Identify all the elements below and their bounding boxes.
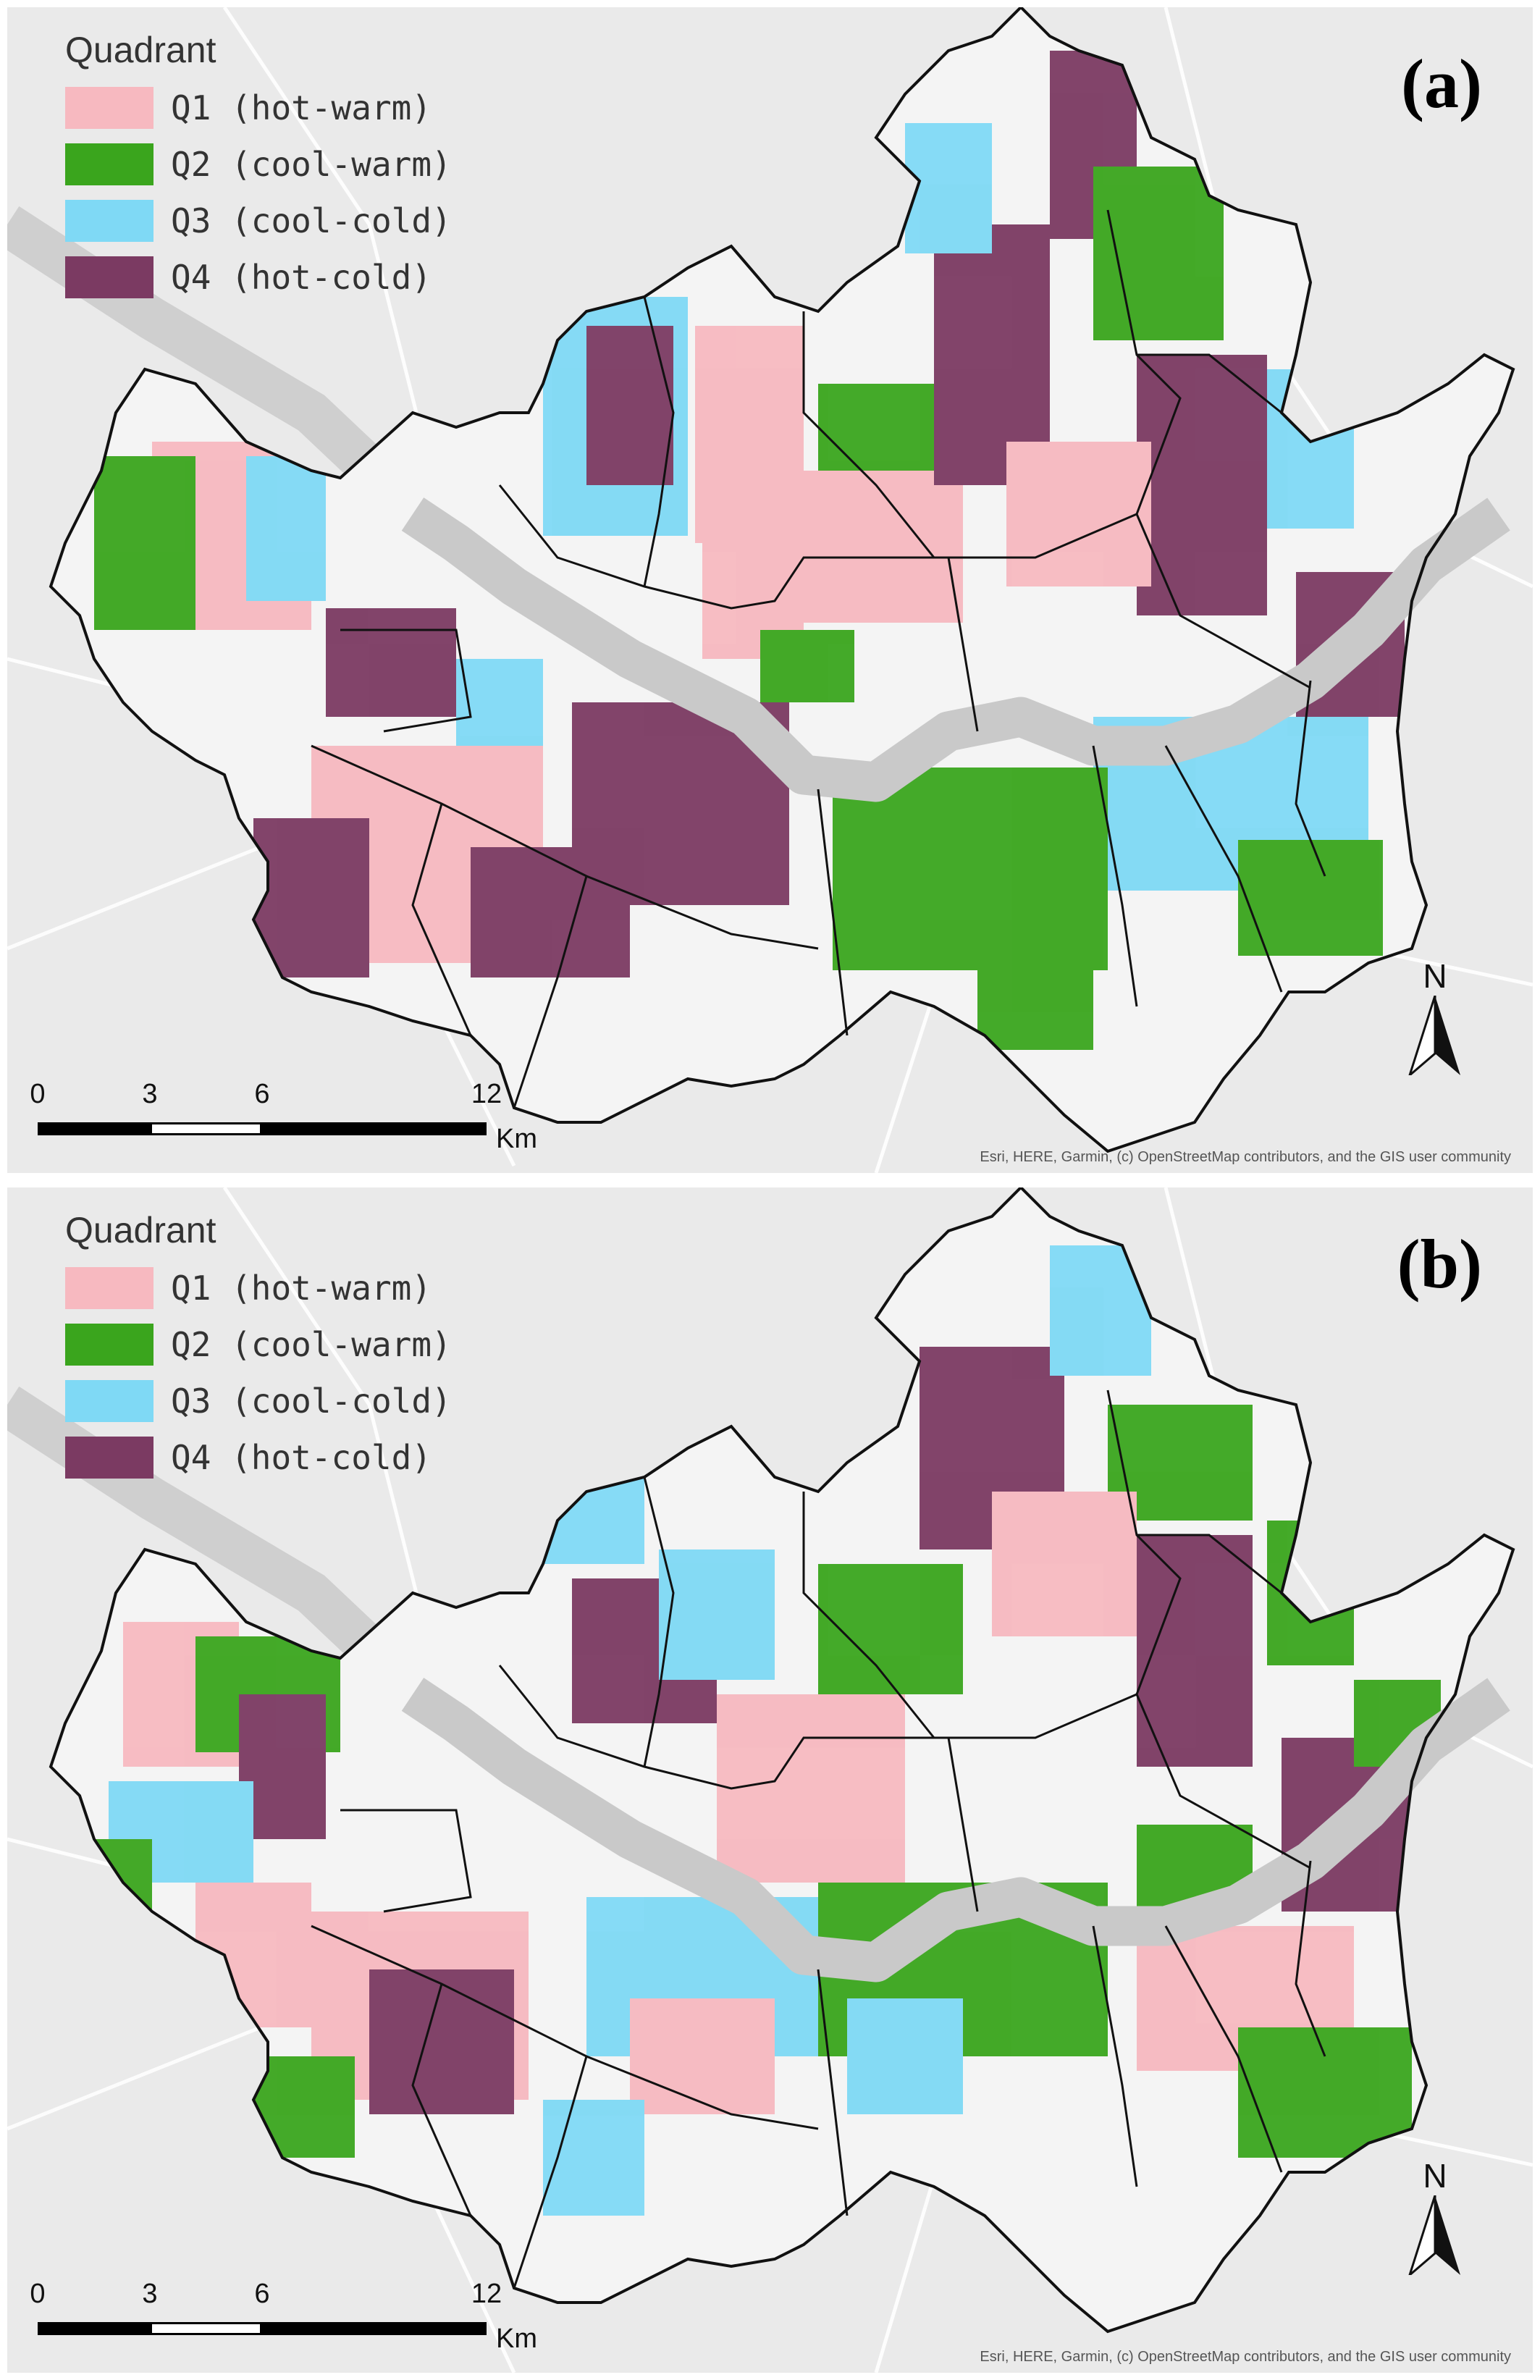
legend-label-q1: Q1 (hot-warm) <box>171 88 432 127</box>
legend-label-q3: Q3 (cool-cold) <box>171 1382 452 1421</box>
north-arrow-icon <box>1407 2195 1460 2279</box>
legend-item-q1: Q1 (hot-warm) <box>65 80 452 136</box>
legend-label-q4: Q4 (hot-cold) <box>171 1438 432 1477</box>
map-panel-b: Quadrant Q1 (hot-warm) Q2 (cool-warm) Q3… <box>7 1187 1533 2373</box>
scale-segment <box>38 1122 150 1135</box>
legend-label-q1: Q1 (hot-warm) <box>171 1269 432 1308</box>
q1-swatch <box>65 87 153 129</box>
scale-segment <box>150 2322 262 2335</box>
scale-tick-0: 0 <box>30 1079 46 1109</box>
district-boundaries-b <box>311 1389 1326 2289</box>
scale-tick-3: 3 <box>142 1079 158 1109</box>
north-letter: N <box>1423 2157 1447 2195</box>
han-river-a <box>401 497 1510 802</box>
q1-swatch <box>65 1267 153 1309</box>
north-arrow-b: N <box>1402 2156 1468 2279</box>
north-arrow-icon <box>1407 995 1460 1079</box>
district-boundaries-a <box>311 209 1326 1109</box>
legend-title: Quadrant <box>65 1210 216 1250</box>
q3-swatch <box>65 200 153 242</box>
scale-tick-0: 0 <box>30 2279 46 2309</box>
attribution-text[interactable]: Esri, HERE, Garmin, (c) OpenStreetMap co… <box>980 2349 1511 2365</box>
legend-item-q2: Q2 (cool-warm) <box>65 1316 452 1373</box>
legend-title: Quadrant <box>65 30 216 70</box>
scale-bar-b: 0 3 6 12 Km <box>29 2279 537 2358</box>
scale-unit: Km <box>496 2324 537 2354</box>
panel-label-a: (a) <box>1401 45 1482 122</box>
legend-item-q3: Q3 (cool-cold) <box>65 1373 452 1429</box>
attribution-text[interactable]: Esri, HERE, Garmin, (c) OpenStreetMap co… <box>980 1149 1511 1165</box>
map-canvas-a <box>7 7 1533 1173</box>
legend-item-q4: Q4 (hot-cold) <box>65 249 452 306</box>
scale-tick-6: 6 <box>254 1079 270 1109</box>
legend-label-q2: Q2 (cool-warm) <box>171 145 452 184</box>
legend-item-q3: Q3 (cool-cold) <box>65 193 452 249</box>
scale-segment <box>262 1122 487 1135</box>
legend-label-q3: Q3 (cool-cold) <box>171 201 452 240</box>
scale-tick-6: 6 <box>254 2279 270 2309</box>
legend-item-q2: Q2 (cool-warm) <box>65 136 452 193</box>
q4-swatch <box>65 256 153 298</box>
legend-a: Quadrant Q1 (hot-warm) Q2 (cool-warm) Q3… <box>65 29 452 306</box>
q2-swatch <box>65 143 153 185</box>
legend-label-q4: Q4 (hot-cold) <box>171 258 432 297</box>
north-letter: N <box>1423 957 1447 995</box>
legend-item-q4: Q4 (hot-cold) <box>65 1429 452 1486</box>
legend-item-q1: Q1 (hot-warm) <box>65 1260 452 1316</box>
q3-swatch <box>65 1380 153 1422</box>
legend-b: Quadrant Q1 (hot-warm) Q2 (cool-warm) Q3… <box>65 1209 452 1486</box>
scale-segment <box>150 1122 262 1135</box>
scale-tick-3: 3 <box>142 2279 158 2309</box>
map-canvas-b <box>7 1187 1533 2373</box>
scale-segment <box>262 2322 487 2335</box>
scale-unit: Km <box>496 1124 537 1154</box>
scale-tick-12: 12 <box>471 1079 502 1109</box>
panel-label-b: (b) <box>1397 1225 1482 1303</box>
q2-swatch <box>65 1324 153 1366</box>
scale-bar-a: 0 3 6 12 Km <box>29 1079 537 1159</box>
scale-tick-12: 12 <box>471 2279 502 2309</box>
legend-label-q2: Q2 (cool-warm) <box>171 1325 452 1364</box>
north-arrow-a: N <box>1402 956 1468 1079</box>
map-panel-a: Quadrant Q1 (hot-warm) Q2 (cool-warm) Q3… <box>7 7 1533 1173</box>
scale-segment <box>38 2322 150 2335</box>
q4-swatch <box>65 1437 153 1479</box>
han-river-b <box>401 1678 1510 1982</box>
